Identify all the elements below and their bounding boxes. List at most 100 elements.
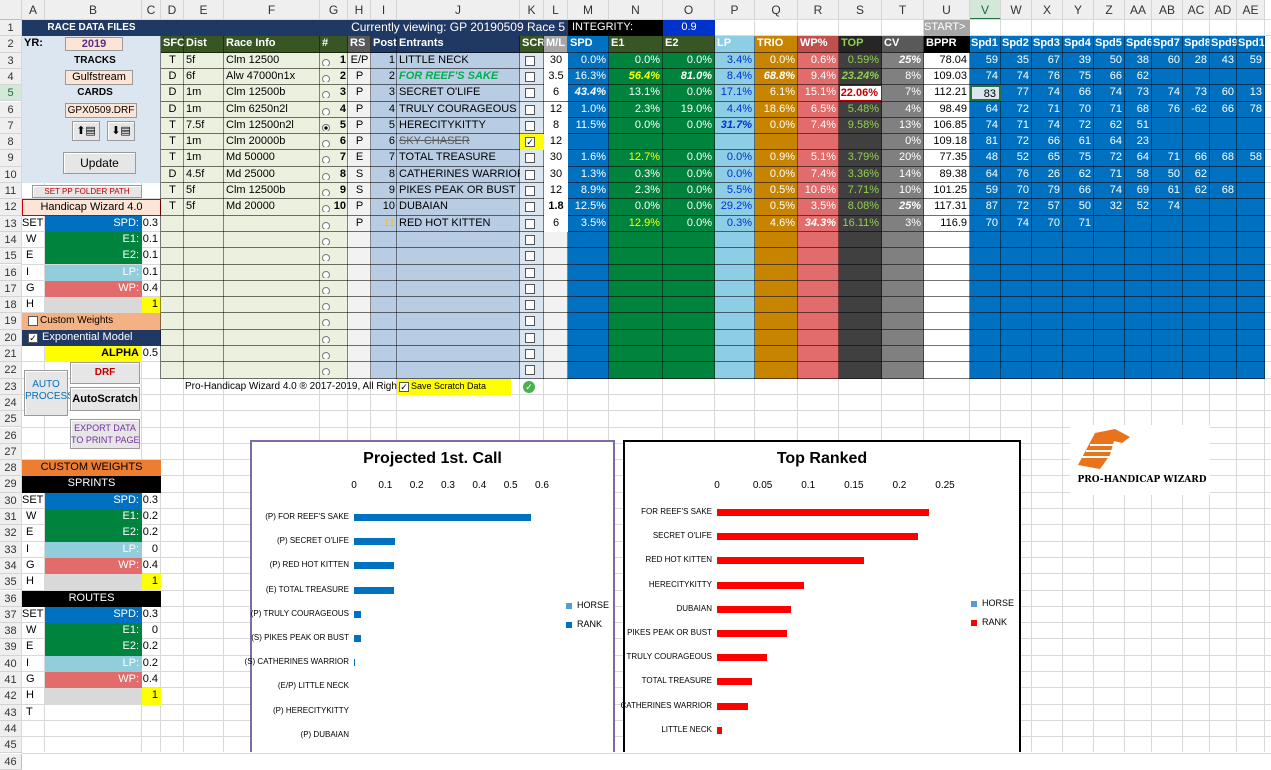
row-header-10[interactable]: 10 xyxy=(0,166,22,183)
row-header-7[interactable]: 7 xyxy=(0,117,22,135)
export-data-button[interactable]: EXPORT DATA TO PRINT PAGE xyxy=(70,419,140,450)
post-radio[interactable] xyxy=(322,349,332,359)
save-scratch-toggle[interactable]: Save Scratch Data xyxy=(397,378,511,395)
year-field[interactable]: 2019 xyxy=(65,37,123,52)
chart-0-bar[interactable] xyxy=(354,586,394,594)
save-scratch-checkbox[interactable]: ✓ xyxy=(399,381,409,392)
sprint_weights-value[interactable]: 0.4 xyxy=(142,558,158,571)
scratch-checkbox[interactable] xyxy=(525,267,535,278)
column-header-z[interactable]: Z xyxy=(1094,0,1125,20)
chart-1-bar[interactable] xyxy=(717,678,752,686)
row-header-35[interactable]: 35 xyxy=(0,574,22,591)
header-spd4[interactable]: Spd4 xyxy=(1063,36,1094,53)
scratch-checkbox[interactable] xyxy=(525,71,535,82)
post-radio-selected[interactable] xyxy=(322,121,332,131)
column-header-d[interactable]: D xyxy=(161,0,184,20)
row-header-14[interactable]: 14 xyxy=(0,231,22,249)
route_weights-value[interactable]: 0.2 xyxy=(142,656,158,669)
next-card-button[interactable]: ⬇▤ xyxy=(107,120,135,141)
row-header-40[interactable]: 40 xyxy=(0,655,22,672)
post-radio[interactable] xyxy=(322,316,332,327)
chart-1-bar[interactable] xyxy=(717,509,929,516)
corner-select-all[interactable] xyxy=(0,0,22,20)
row-header-8[interactable]: 8 xyxy=(0,134,22,151)
chart-0-bar[interactable] xyxy=(354,514,531,521)
sprint_weights-value[interactable]: 0.2 xyxy=(142,526,158,539)
scratch-checkbox[interactable] xyxy=(525,234,535,245)
column-header-v[interactable]: V xyxy=(970,0,1001,20)
column-header-p[interactable]: P xyxy=(715,0,755,20)
column-header-r[interactable]: R xyxy=(798,0,839,20)
row-header-24[interactable]: 24 xyxy=(0,394,22,412)
row-header-16[interactable]: 16 xyxy=(0,264,22,281)
column-header-ac[interactable]: AC xyxy=(1183,0,1210,20)
column-header-aa[interactable]: AA xyxy=(1125,0,1152,20)
chart-1-bar[interactable] xyxy=(717,605,791,613)
row-header-45[interactable]: 45 xyxy=(0,737,22,754)
post-radio[interactable] xyxy=(322,333,332,343)
row-header-9[interactable]: 9 xyxy=(0,150,22,167)
row-header-26[interactable]: 26 xyxy=(0,427,22,444)
row-header-1[interactable]: 1 xyxy=(0,20,22,37)
sprint_weights-value[interactable]: 0 xyxy=(151,542,158,555)
post-radio[interactable] xyxy=(322,137,332,148)
chart-1-bar[interactable] xyxy=(717,726,723,734)
drf-scratches-button[interactable]: DRF Scratches xyxy=(70,362,140,398)
row-header-12[interactable]: 12 xyxy=(0,199,22,216)
row-header-30[interactable]: 30 xyxy=(0,492,22,509)
header-top[interactable]: TOP xyxy=(839,36,882,53)
row-header-33[interactable]: 33 xyxy=(0,541,22,558)
row-header-32[interactable]: 32 xyxy=(0,525,22,542)
header-sfc[interactable]: SFC xyxy=(161,36,184,53)
column-header-c[interactable]: C xyxy=(142,0,161,20)
header-e2[interactable]: E2 xyxy=(663,36,715,53)
scratch-checkbox[interactable] xyxy=(525,104,535,115)
entrant-name[interactable]: SKY CHASER xyxy=(399,135,470,148)
scratch-checkbox[interactable] xyxy=(525,300,535,311)
entrant-name[interactable]: HERECITYKITTY xyxy=(399,118,486,131)
entrant-name[interactable]: DUBAIAN xyxy=(399,200,448,213)
header-spd8[interactable]: Spd8 xyxy=(1183,36,1210,53)
sprint_weights-value[interactable]: 0.2 xyxy=(142,510,158,522)
column-header-t[interactable]: T xyxy=(882,0,924,20)
row-header-2[interactable]: 2 xyxy=(0,36,22,53)
row-header-38[interactable]: 38 xyxy=(0,623,22,640)
row-header-20[interactable]: 20 xyxy=(0,329,22,346)
scratch-checkbox[interactable] xyxy=(525,186,535,196)
route_weights-value[interactable]: 0.3 xyxy=(142,607,158,620)
column-header-w[interactable]: W xyxy=(1001,0,1032,20)
weight-value-lp[interactable]: 0.1 xyxy=(142,265,158,278)
scratch-checkbox[interactable] xyxy=(525,283,535,294)
chart-1-bar[interactable] xyxy=(717,654,767,662)
row-header-27[interactable]: 27 xyxy=(0,443,22,461)
header-cv[interactable]: CV xyxy=(882,36,924,53)
header-spd1[interactable]: Spd1 xyxy=(970,36,1001,53)
route_weights-value[interactable]: 0 xyxy=(151,624,158,637)
row-header-5[interactable]: 5 xyxy=(0,85,22,102)
scratch-checkbox[interactable] xyxy=(525,169,535,180)
column-header-y[interactable]: Y xyxy=(1063,0,1094,20)
row-header-13[interactable]: 13 xyxy=(0,215,22,232)
scratch-checkbox[interactable] xyxy=(525,55,535,66)
scratch-checkbox[interactable] xyxy=(525,349,535,359)
chart-1-bar[interactable] xyxy=(717,702,748,710)
weight-value-e1[interactable]: 0.1 xyxy=(142,232,158,245)
entrant-name[interactable]: TRULY COURAGEOUS xyxy=(399,102,517,115)
header-bppr[interactable]: BPPR xyxy=(924,36,970,53)
header-rs[interactable]: RS xyxy=(348,36,371,53)
entrant-name[interactable]: TOTAL TREASURE xyxy=(399,151,496,164)
entrant-name[interactable]: RED HOT KITTEN xyxy=(399,216,491,229)
row-header-43[interactable]: 43 xyxy=(0,704,22,721)
card-select[interactable]: GPX0509.DRF xyxy=(65,102,137,118)
scratch-checkbox[interactable] xyxy=(525,251,535,262)
row-header-44[interactable]: 44 xyxy=(0,720,22,738)
post-radio[interactable] xyxy=(322,72,332,82)
header-e1[interactable]: E1 xyxy=(609,36,663,53)
row-header-19[interactable]: 19 xyxy=(0,313,22,330)
column-header-x[interactable]: X xyxy=(1032,0,1063,20)
column-header-q[interactable]: Q xyxy=(755,0,798,20)
scratch-checkbox[interactable] xyxy=(525,218,535,229)
chart-1-bar[interactable] xyxy=(717,581,805,589)
row-header-3[interactable]: 3 xyxy=(0,52,22,69)
entrant-name[interactable]: PIKES PEAK OR BUST xyxy=(399,184,516,196)
